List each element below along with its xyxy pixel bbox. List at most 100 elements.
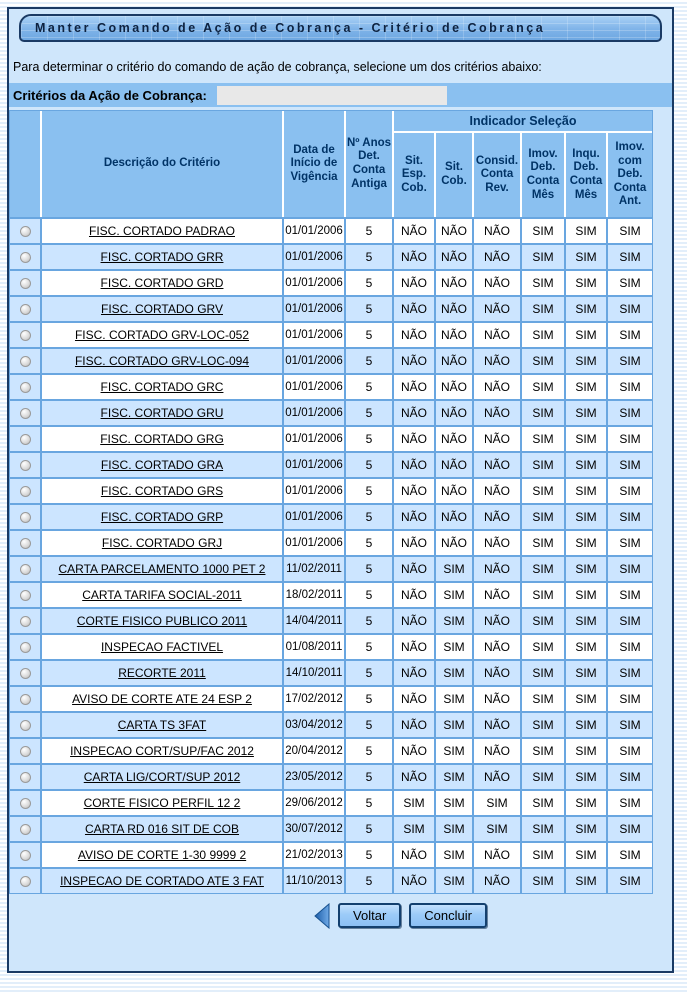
criterion-radio[interactable] bbox=[19, 875, 31, 887]
criterion-radio-cell bbox=[10, 843, 40, 867]
criterion-desc-cell: INSPECAO DE CORTADO ATE 3 FAT bbox=[42, 869, 282, 893]
criterion-link[interactable]: INSPECAO FACTIVEL bbox=[100, 640, 224, 654]
criterion-link[interactable]: CORTE FISICO PUBLICO 2011 bbox=[76, 614, 248, 628]
criterion-radio-cell bbox=[10, 713, 40, 737]
criterion-link[interactable]: FISC. CORTADO GRD bbox=[100, 276, 224, 290]
criterion-years: 5 bbox=[346, 349, 392, 373]
criterion-radio[interactable] bbox=[19, 459, 31, 471]
criterion-years: 5 bbox=[346, 609, 392, 633]
indicator-consid-conta-rev: SIM bbox=[474, 791, 520, 815]
indicator-consid-conta-rev: NÃO bbox=[474, 531, 520, 555]
criterion-link[interactable]: AVISO DE CORTE ATE 24 ESP 2 bbox=[72, 692, 252, 706]
criterion-link[interactable]: CARTA RD 016 SIT DE COB bbox=[84, 822, 240, 836]
criterion-link[interactable]: CORTE FISICO PERFIL 12 2 bbox=[83, 796, 241, 810]
concluir-button[interactable]: Concluir bbox=[409, 903, 487, 928]
criterion-radio[interactable] bbox=[19, 277, 31, 289]
criterion-link[interactable]: AVISO DE CORTE 1-30 9999 2 bbox=[77, 848, 247, 862]
criterion-radio[interactable] bbox=[19, 745, 31, 757]
criterion-radio[interactable] bbox=[19, 589, 31, 601]
criterion-link[interactable]: FISC. CORTADO GRV-LOC-052 bbox=[74, 328, 250, 342]
criterion-link[interactable]: INSPECAO DE CORTADO ATE 3 FAT bbox=[60, 874, 264, 888]
criterion-radio[interactable] bbox=[19, 719, 31, 731]
criterion-link[interactable]: RECORTE 2011 bbox=[118, 666, 206, 680]
indicator-consid-conta-rev: NÃO bbox=[474, 323, 520, 347]
indicator-sit-esp-cob: NÃO bbox=[394, 245, 434, 269]
criterion-start-date: 21/02/2013 bbox=[284, 843, 344, 867]
back-arrow-icon[interactable] bbox=[314, 902, 330, 929]
criterion-link[interactable]: INSPECAO CORT/SUP/FAC 2012 bbox=[70, 744, 254, 758]
criterion-radio[interactable] bbox=[19, 849, 31, 861]
criterion-desc-cell: FISC. CORTADO GRV bbox=[42, 297, 282, 321]
criterion-radio[interactable] bbox=[19, 537, 31, 549]
criterion-link[interactable]: FISC. CORTADO GRV-LOC-094 bbox=[74, 354, 250, 368]
criterion-desc-cell: FISC. CORTADO GRP bbox=[42, 505, 282, 529]
criterion-radio[interactable] bbox=[19, 797, 31, 809]
criterion-radio[interactable] bbox=[19, 563, 31, 575]
criterion-link[interactable]: FISC. CORTADO GRJ bbox=[101, 536, 223, 550]
criterion-radio-cell bbox=[10, 791, 40, 815]
criterion-radio[interactable] bbox=[19, 303, 31, 315]
indicator-sit-esp-cob: NÃO bbox=[394, 583, 434, 607]
criterion-radio[interactable] bbox=[19, 329, 31, 341]
indicator-imov-com-deb-conta-ant: SIM bbox=[608, 765, 652, 789]
criterion-radio[interactable] bbox=[19, 251, 31, 263]
table-row: FISC. CORTADO GRV 01/01/2006 5 NÃO NÃO NÃO SIM… bbox=[10, 297, 652, 321]
criterion-link[interactable]: FISC. CORTADO GRV bbox=[100, 302, 223, 316]
indicator-sit-esp-cob: NÃO bbox=[394, 219, 434, 243]
criterion-radio[interactable] bbox=[19, 641, 31, 653]
indicator-inqu-deb-conta-mes: SIM bbox=[566, 323, 606, 347]
criterion-link[interactable]: CARTA TARIFA SOCIAL-2011 bbox=[82, 588, 242, 602]
criterion-radio[interactable] bbox=[19, 771, 31, 783]
criterion-desc-cell: CORTE FISICO PUBLICO 2011 bbox=[42, 609, 282, 633]
criterion-start-date: 20/04/2012 bbox=[284, 739, 344, 763]
criterion-link[interactable]: CARTA PARCELAMENTO 1000 PET 2 bbox=[58, 562, 266, 576]
criterion-link[interactable]: FISC. CORTADO GRP bbox=[100, 510, 224, 524]
voltar-button[interactable]: Voltar bbox=[338, 903, 402, 928]
criterion-radio[interactable] bbox=[19, 511, 31, 523]
indicator-imov-com-deb-conta-ant: SIM bbox=[608, 843, 652, 867]
criterion-desc-cell: FISC. CORTADO GRC bbox=[42, 375, 282, 399]
indicator-imov-com-deb-conta-ant: SIM bbox=[608, 713, 652, 737]
indicator-consid-conta-rev: NÃO bbox=[474, 297, 520, 321]
table-row: FISC. CORTADO GRP 01/01/2006 5 NÃO NÃO NÃO SIM… bbox=[10, 505, 652, 529]
criterion-start-date: 01/01/2006 bbox=[284, 297, 344, 321]
criterion-link[interactable]: FISC. CORTADO GRG bbox=[100, 432, 224, 446]
criterion-radio[interactable] bbox=[19, 381, 31, 393]
criterion-start-date: 01/01/2006 bbox=[284, 505, 344, 529]
criterion-link[interactable]: FISC. CORTADO PADRAO bbox=[88, 224, 235, 238]
criterion-link[interactable]: FISC. CORTADO GRR bbox=[100, 250, 224, 264]
criterion-start-date: 01/08/2011 bbox=[284, 635, 344, 659]
criterion-desc-cell: FISC. CORTADO GRS bbox=[42, 479, 282, 503]
criterion-link[interactable]: FISC. CORTADO GRC bbox=[100, 380, 224, 394]
criterion-radio[interactable] bbox=[19, 355, 31, 367]
criterion-start-date: 17/02/2012 bbox=[284, 687, 344, 711]
criterion-radio[interactable] bbox=[19, 615, 31, 627]
criterion-radio[interactable] bbox=[19, 407, 31, 419]
indicator-sit-cob: NÃO bbox=[436, 323, 472, 347]
indicator-sit-esp-cob: NÃO bbox=[394, 843, 434, 867]
indicator-inqu-deb-conta-mes: SIM bbox=[566, 557, 606, 581]
criterion-start-date: 03/04/2012 bbox=[284, 713, 344, 737]
criterion-radio[interactable] bbox=[19, 433, 31, 445]
criterion-link[interactable]: CARTA TS 3FAT bbox=[117, 718, 207, 732]
indicator-sit-esp-cob: NÃO bbox=[394, 635, 434, 659]
criterion-start-date: 01/01/2006 bbox=[284, 453, 344, 477]
criterion-link[interactable]: CARTA LIG/CORT/SUP 2012 bbox=[83, 770, 241, 784]
criteria-filter-input[interactable] bbox=[216, 85, 447, 105]
indicator-imov-com-deb-conta-ant: SIM bbox=[608, 739, 652, 763]
criterion-years: 5 bbox=[346, 375, 392, 399]
criterion-link[interactable]: FISC. CORTADO GRU bbox=[100, 406, 224, 420]
indicator-sit-cob: SIM bbox=[436, 713, 472, 737]
criterion-years: 5 bbox=[346, 791, 392, 815]
criterion-radio[interactable] bbox=[19, 485, 31, 497]
criterion-radio[interactable] bbox=[19, 693, 31, 705]
criterion-start-date: 01/01/2006 bbox=[284, 219, 344, 243]
table-header: Descrição do Critério Data de Início de … bbox=[10, 111, 652, 217]
indicator-consid-conta-rev: NÃO bbox=[474, 765, 520, 789]
criterion-radio[interactable] bbox=[19, 225, 31, 237]
indicator-imov-com-deb-conta-ant: SIM bbox=[608, 505, 652, 529]
criterion-radio[interactable] bbox=[19, 823, 31, 835]
criterion-link[interactable]: FISC. CORTADO GRA bbox=[100, 458, 224, 472]
criterion-radio[interactable] bbox=[19, 667, 31, 679]
criterion-link[interactable]: FISC. CORTADO GRS bbox=[100, 484, 224, 498]
